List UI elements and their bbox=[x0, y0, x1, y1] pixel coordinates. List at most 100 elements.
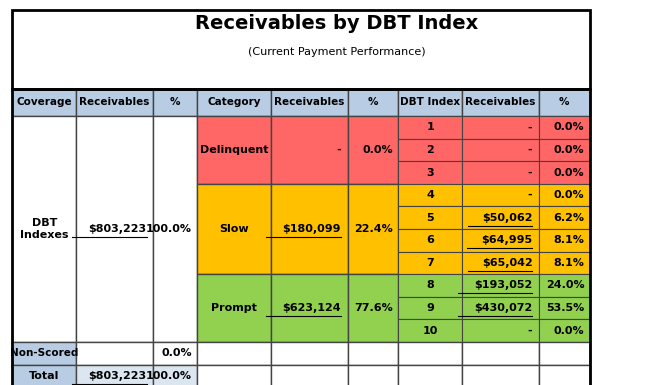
Text: 5: 5 bbox=[426, 213, 434, 223]
Bar bbox=[398, 251, 462, 274]
Bar bbox=[76, 116, 153, 342]
Bar bbox=[462, 274, 539, 297]
Text: -: - bbox=[528, 122, 533, 132]
Text: $193,052: $193,052 bbox=[474, 280, 533, 290]
Bar bbox=[462, 319, 539, 342]
Text: 9: 9 bbox=[426, 303, 434, 313]
Text: $50,062: $50,062 bbox=[482, 213, 533, 223]
Bar bbox=[348, 184, 398, 274]
Text: $180,099: $180,099 bbox=[283, 224, 341, 234]
Text: 1: 1 bbox=[426, 122, 434, 132]
Bar bbox=[76, 365, 153, 385]
Text: 77.6%: 77.6% bbox=[354, 303, 393, 313]
Bar bbox=[398, 161, 462, 184]
Bar bbox=[348, 89, 398, 116]
Bar bbox=[271, 184, 348, 274]
Text: 4: 4 bbox=[426, 190, 434, 200]
Bar bbox=[348, 342, 398, 365]
Bar bbox=[539, 319, 590, 342]
Text: -: - bbox=[528, 190, 533, 200]
Bar bbox=[12, 342, 76, 365]
Bar bbox=[539, 229, 590, 251]
Text: 0.0%: 0.0% bbox=[553, 326, 584, 336]
Text: 0.0%: 0.0% bbox=[553, 122, 584, 132]
Text: 53.5%: 53.5% bbox=[546, 303, 584, 313]
Bar bbox=[539, 116, 590, 139]
Bar bbox=[398, 342, 462, 365]
Bar bbox=[398, 297, 462, 319]
Bar bbox=[462, 229, 539, 251]
Text: %: % bbox=[559, 97, 570, 107]
Text: Non-Scored: Non-Scored bbox=[10, 348, 78, 358]
Text: (Current Payment Performance): (Current Payment Performance) bbox=[248, 47, 425, 57]
Bar bbox=[539, 251, 590, 274]
Text: $623,124: $623,124 bbox=[283, 303, 341, 313]
Text: -: - bbox=[528, 145, 533, 155]
Bar bbox=[462, 206, 539, 229]
Bar bbox=[271, 116, 348, 184]
Text: -: - bbox=[528, 326, 533, 336]
Bar bbox=[398, 365, 462, 385]
Bar bbox=[197, 274, 271, 342]
Bar bbox=[271, 89, 348, 116]
Bar bbox=[539, 274, 590, 297]
Bar bbox=[12, 116, 76, 342]
Text: 8.1%: 8.1% bbox=[553, 258, 584, 268]
Text: DBT
Indexes: DBT Indexes bbox=[20, 218, 68, 240]
Text: 0.0%: 0.0% bbox=[161, 348, 192, 358]
Bar bbox=[539, 89, 590, 116]
Text: %: % bbox=[170, 97, 180, 107]
Text: Slow: Slow bbox=[219, 224, 249, 234]
Text: 7: 7 bbox=[426, 258, 434, 268]
Bar bbox=[197, 89, 271, 116]
Bar bbox=[462, 297, 539, 319]
Bar bbox=[462, 116, 539, 139]
Text: 100.0%: 100.0% bbox=[145, 371, 192, 381]
Text: $803,223: $803,223 bbox=[88, 371, 147, 381]
Text: 10: 10 bbox=[423, 326, 438, 336]
Bar bbox=[539, 342, 590, 365]
Bar bbox=[539, 297, 590, 319]
Bar bbox=[398, 229, 462, 251]
Bar bbox=[197, 116, 271, 184]
Bar bbox=[76, 89, 153, 116]
Text: DBT Index: DBT Index bbox=[400, 97, 460, 107]
Text: -: - bbox=[528, 167, 533, 177]
Bar bbox=[271, 342, 348, 365]
Text: 24.0%: 24.0% bbox=[545, 280, 584, 290]
Bar bbox=[271, 274, 348, 342]
Bar bbox=[539, 206, 590, 229]
Bar bbox=[348, 274, 398, 342]
Bar bbox=[462, 161, 539, 184]
Text: 3: 3 bbox=[426, 167, 434, 177]
Text: Total: Total bbox=[29, 371, 60, 381]
Text: $65,042: $65,042 bbox=[482, 258, 533, 268]
Bar bbox=[398, 206, 462, 229]
Text: Category: Category bbox=[207, 97, 261, 107]
Bar bbox=[539, 365, 590, 385]
Text: Receivables: Receivables bbox=[466, 97, 536, 107]
Bar bbox=[398, 274, 462, 297]
Bar bbox=[348, 365, 398, 385]
Text: Receivables: Receivables bbox=[80, 97, 150, 107]
Bar bbox=[76, 342, 153, 365]
Text: Receivables by DBT Index: Receivables by DBT Index bbox=[195, 14, 478, 33]
Bar bbox=[153, 365, 197, 385]
Text: 22.4%: 22.4% bbox=[354, 224, 393, 234]
Bar bbox=[462, 251, 539, 274]
Text: 2: 2 bbox=[426, 145, 434, 155]
Bar bbox=[12, 89, 76, 116]
Bar bbox=[462, 342, 539, 365]
Text: Coverage: Coverage bbox=[17, 97, 72, 107]
Bar bbox=[398, 139, 462, 161]
Text: 8.1%: 8.1% bbox=[553, 235, 584, 245]
Bar bbox=[462, 365, 539, 385]
Text: 100.0%: 100.0% bbox=[145, 224, 192, 234]
Text: 6.2%: 6.2% bbox=[553, 213, 584, 223]
Text: $430,072: $430,072 bbox=[474, 303, 533, 313]
Bar bbox=[153, 342, 197, 365]
Bar bbox=[12, 10, 590, 89]
Bar bbox=[462, 139, 539, 161]
Bar bbox=[12, 365, 76, 385]
Text: Prompt: Prompt bbox=[211, 303, 257, 313]
